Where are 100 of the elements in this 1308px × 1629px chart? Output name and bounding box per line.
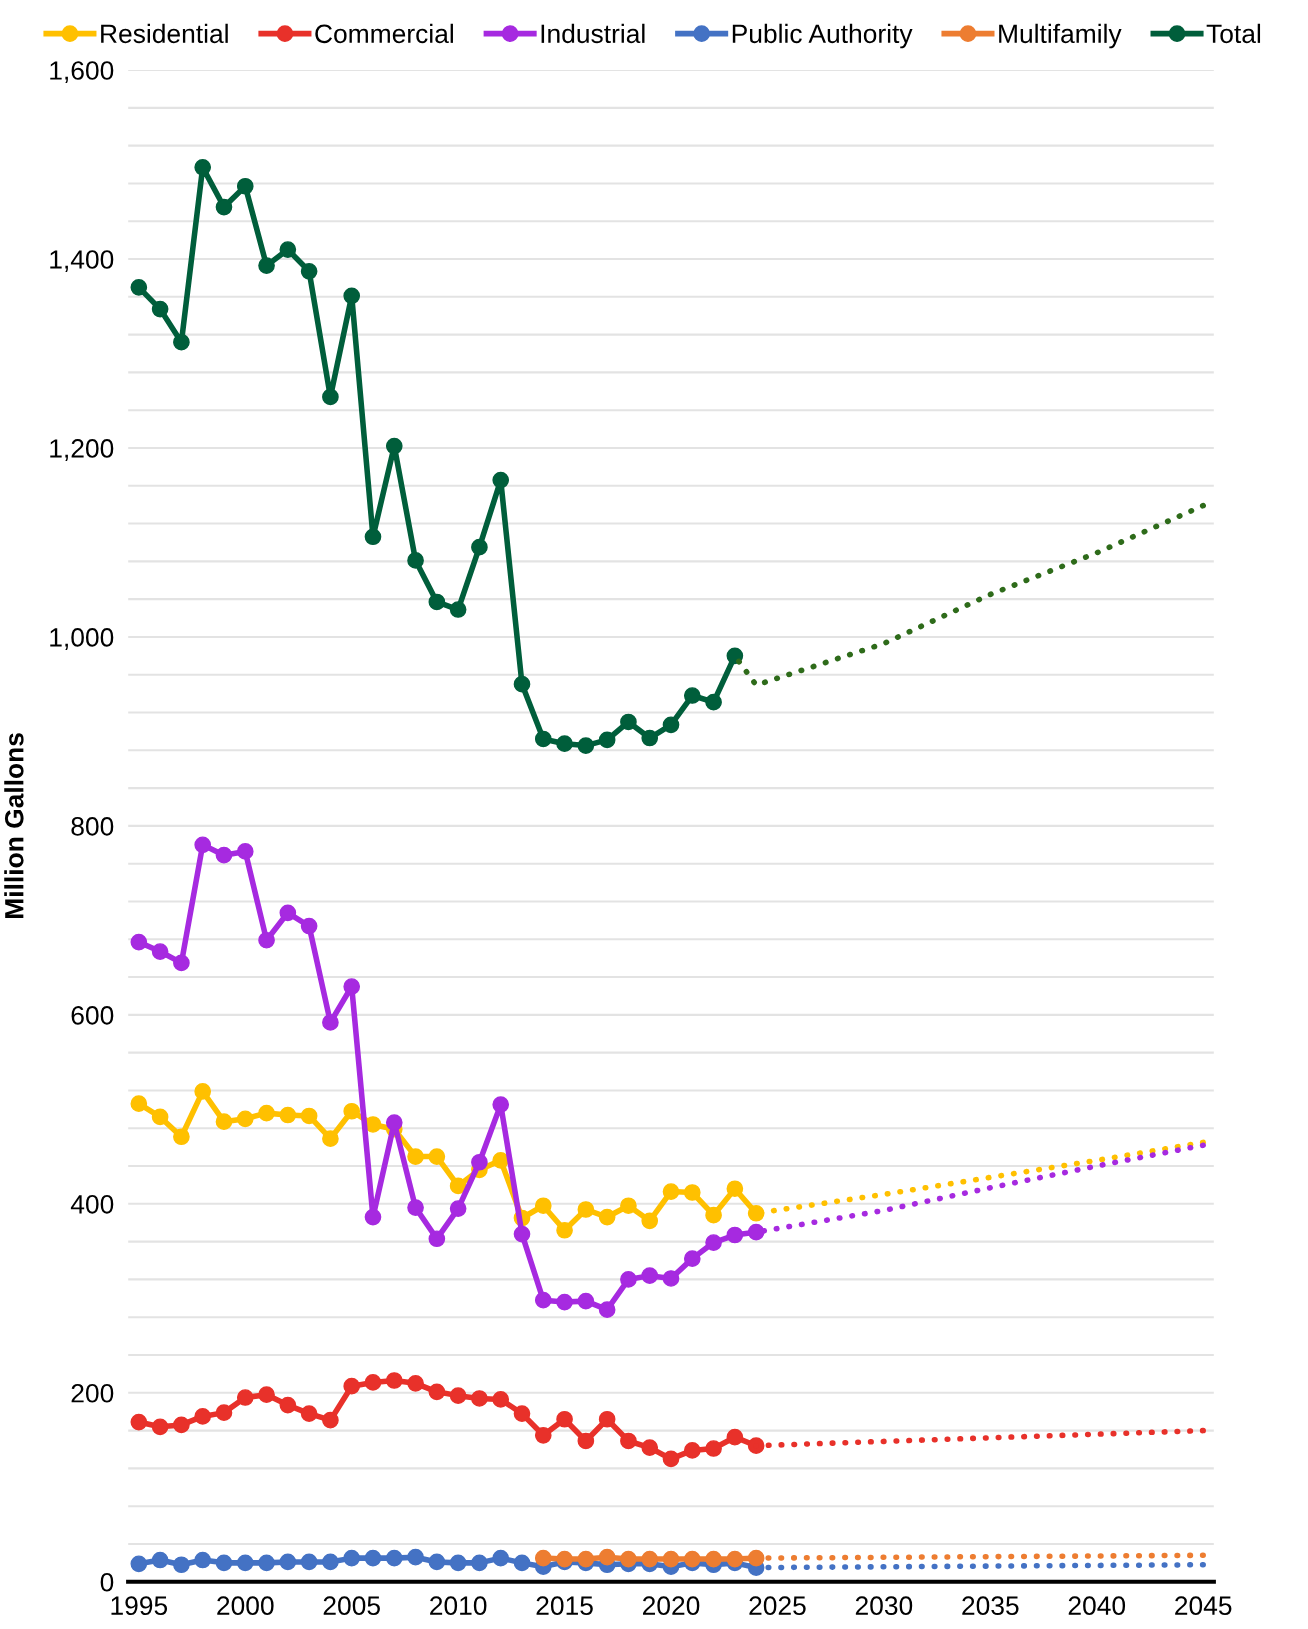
- point: [364, 528, 382, 546]
- point: [556, 1410, 573, 1428]
- point: [258, 1386, 275, 1404]
- y-axis-title: Million Gallons: [4, 733, 24, 918]
- legend-label: Industrial: [541, 23, 645, 44]
- point: [556, 1221, 573, 1239]
- point: [620, 1197, 637, 1215]
- point: [492, 1152, 510, 1169]
- point: [534, 1549, 552, 1567]
- point: [236, 1110, 254, 1128]
- point: [513, 1554, 531, 1572]
- point: [471, 1390, 488, 1407]
- point: [577, 1432, 595, 1450]
- point: [747, 1549, 765, 1567]
- point: [151, 300, 169, 318]
- point: [471, 1554, 488, 1572]
- x-tick-label: 2045: [1175, 1596, 1232, 1616]
- y-tick-label: 1,200: [50, 439, 114, 461]
- point: [236, 1389, 254, 1406]
- point: [577, 1292, 595, 1310]
- point: [556, 735, 573, 753]
- point: [279, 1106, 297, 1124]
- point: [258, 931, 275, 949]
- x-tick-label: 2035: [962, 1596, 1019, 1616]
- point: [215, 1113, 233, 1130]
- y-tick-label: 1,600: [50, 61, 114, 83]
- point: [343, 978, 361, 995]
- point: [492, 1391, 510, 1408]
- y-tick-label: 1,400: [50, 250, 114, 272]
- point: [513, 675, 531, 693]
- point: [130, 1095, 148, 1113]
- x-tick-label: 2000: [217, 1596, 274, 1616]
- point: [322, 1411, 339, 1429]
- point: [407, 1199, 424, 1216]
- point: [130, 279, 148, 296]
- point: [428, 593, 446, 611]
- point: [492, 1549, 510, 1567]
- point: [173, 1128, 190, 1146]
- point: [300, 262, 318, 280]
- point: [215, 198, 233, 216]
- point: [641, 1212, 659, 1230]
- point: [428, 1230, 446, 1248]
- point: [130, 1413, 148, 1431]
- point: [662, 1270, 680, 1287]
- point: [705, 1550, 722, 1568]
- point: [151, 1418, 169, 1436]
- point: [683, 1550, 701, 1568]
- x-tick-label: 2030: [855, 1596, 913, 1616]
- point: [407, 1548, 424, 1566]
- point: [258, 1554, 275, 1572]
- point: [130, 933, 148, 951]
- y-tick-label: 800: [71, 817, 114, 836]
- point: [385, 1549, 403, 1567]
- legend-label: Public Authority: [732, 23, 913, 49]
- x-tick-label: 2010: [430, 1596, 487, 1616]
- y-tick-label: 1,000: [50, 628, 114, 650]
- point: [364, 1549, 382, 1567]
- point: [513, 1225, 531, 1243]
- point: [577, 737, 595, 754]
- point: [236, 177, 254, 195]
- point: [173, 1416, 190, 1434]
- point: [151, 943, 169, 960]
- point: [322, 1130, 339, 1147]
- point: [173, 954, 190, 972]
- point: [683, 1184, 701, 1201]
- x-tick-label: 2040: [1068, 1596, 1126, 1616]
- point: [449, 1200, 467, 1217]
- point: [620, 1550, 637, 1568]
- point: [215, 846, 233, 864]
- point: [726, 1428, 744, 1446]
- point: [705, 1440, 722, 1457]
- x-tick-label: 1995: [111, 1596, 168, 1616]
- point: [747, 1223, 765, 1241]
- point: [215, 1404, 233, 1421]
- point: [726, 1226, 744, 1244]
- point: [620, 1271, 637, 1288]
- point: [598, 1410, 616, 1428]
- point: [705, 1206, 722, 1224]
- point: [513, 1405, 531, 1422]
- y-tick-label: 0: [100, 1572, 114, 1592]
- point: [449, 1387, 467, 1404]
- x-tick-label: 2020: [642, 1596, 700, 1616]
- point: [151, 1108, 169, 1126]
- point: [236, 1554, 254, 1572]
- point: [279, 1396, 297, 1414]
- point: [449, 1554, 467, 1572]
- point: [683, 1250, 701, 1267]
- point: [598, 1301, 616, 1318]
- point: [407, 1148, 424, 1165]
- point: [215, 1554, 233, 1572]
- point: [556, 1293, 573, 1311]
- point: [471, 1153, 488, 1171]
- point: [428, 1148, 446, 1165]
- point: [577, 1201, 595, 1218]
- point: [534, 1291, 552, 1309]
- point: [279, 1553, 297, 1571]
- point: [407, 1375, 424, 1392]
- x-tick-label: 2005: [323, 1596, 380, 1616]
- point: [385, 1114, 403, 1131]
- point: [343, 1377, 361, 1395]
